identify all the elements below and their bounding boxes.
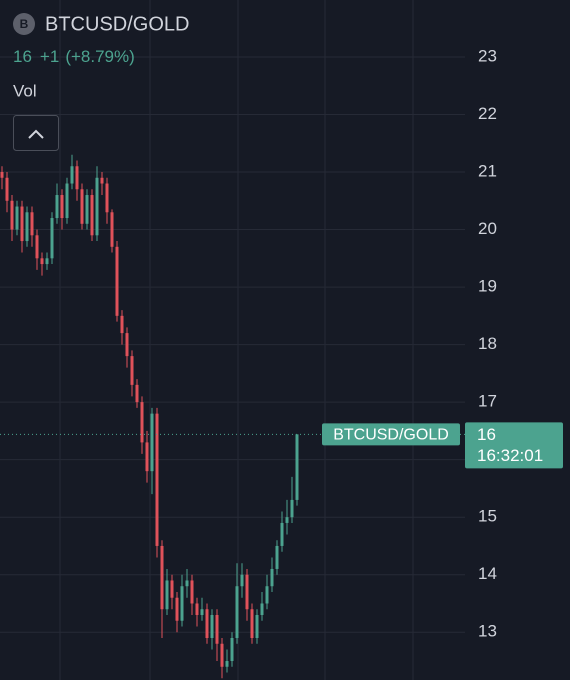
y-tick-label: 13 <box>478 622 497 641</box>
candle-body <box>180 586 184 621</box>
candle-body <box>0 172 4 178</box>
chevron-icon <box>28 129 44 139</box>
candle-body <box>165 580 169 610</box>
candle-body <box>35 235 39 259</box>
change: +1 <box>40 47 59 66</box>
candle-body <box>110 212 114 247</box>
logo <box>13 13 35 35</box>
candle-body <box>155 413 159 546</box>
header: B BTCUSD/GOLD 16 +1 (+8.79%) Vol <box>13 13 189 151</box>
candle-body <box>20 206 24 242</box>
candle-body <box>275 545 279 569</box>
candle-body <box>65 183 69 219</box>
candle-body <box>160 545 164 610</box>
logo-letter: B <box>20 17 29 31</box>
candle-body <box>70 166 74 184</box>
y-tick-label: 23 <box>478 46 497 65</box>
y-tick-label: 18 <box>478 334 497 353</box>
candle-body <box>280 522 284 546</box>
y-tick-label: 22 <box>478 104 497 123</box>
candle-body <box>15 206 19 230</box>
candle-body <box>235 586 239 639</box>
time-grid <box>59 0 414 680</box>
series-tag-label: BTCUSD/GOLD <box>333 427 449 444</box>
y-tick-label: 15 <box>478 507 497 526</box>
candle-body <box>230 638 234 662</box>
candle-body <box>265 586 269 604</box>
candle-body <box>195 603 199 615</box>
candle-body <box>140 402 144 443</box>
candle-body <box>255 614 259 639</box>
candle-body <box>270 568 274 587</box>
candle-body <box>260 603 264 615</box>
price-tag <box>465 422 563 469</box>
candle-body <box>5 177 9 201</box>
change-pct: (+8.79%) <box>65 47 134 66</box>
last-price: 16 <box>13 47 32 66</box>
candle-body <box>10 200 14 230</box>
candle-body <box>250 609 254 639</box>
candle-body <box>170 580 174 598</box>
candle-body <box>145 442 149 472</box>
price-tag-countdown: 16:32:01 <box>477 446 543 465</box>
candle-body <box>45 258 49 265</box>
price-tag-value: 16 <box>477 425 496 444</box>
candle-body <box>75 166 79 190</box>
candle-body <box>25 212 29 242</box>
candle-body <box>125 333 129 357</box>
candle-body <box>215 614 219 644</box>
candle-body <box>90 195 94 236</box>
candle-body <box>245 574 249 610</box>
chart-title: BTCUSD/GOLD <box>45 13 189 35</box>
candle-body <box>115 246 119 316</box>
candle-body <box>205 609 209 639</box>
candle-body <box>120 315 124 334</box>
candle-body <box>85 195 89 224</box>
collapse-button[interactable] <box>13 115 59 151</box>
candle-body <box>210 614 214 639</box>
volume-label: Vol <box>13 81 37 100</box>
y-tick-label: 21 <box>478 161 497 180</box>
candle-body <box>190 580 194 604</box>
candle-body <box>100 177 104 184</box>
candle-body <box>225 661 229 667</box>
y-tick-label: 17 <box>478 392 497 411</box>
candle-body <box>135 384 139 403</box>
candle-body <box>60 195 64 219</box>
y-tick-label: 14 <box>478 564 497 583</box>
candle-body <box>40 258 44 265</box>
price-line: 16 +1 (+8.79%) <box>13 47 135 66</box>
y-tick-label: 20 <box>478 219 497 238</box>
candle-body <box>240 574 244 587</box>
candle-body <box>185 580 189 587</box>
candle-body <box>130 356 134 385</box>
candle-body <box>285 517 289 523</box>
candle-body <box>220 643 224 667</box>
plot <box>0 56 465 679</box>
candle-body <box>95 177 99 236</box>
series-tag <box>322 423 460 446</box>
candle-body <box>30 212 34 236</box>
candle-body <box>295 434 299 500</box>
candle-body <box>105 183 109 213</box>
candle-body <box>80 189 84 224</box>
candle-body <box>55 195 59 219</box>
y-tick-label: 19 <box>478 277 497 296</box>
candle-body <box>150 413 154 472</box>
candle-body <box>200 609 204 615</box>
candle-body <box>175 597 179 621</box>
candle-body <box>290 499 294 518</box>
candle-body <box>50 218 54 259</box>
